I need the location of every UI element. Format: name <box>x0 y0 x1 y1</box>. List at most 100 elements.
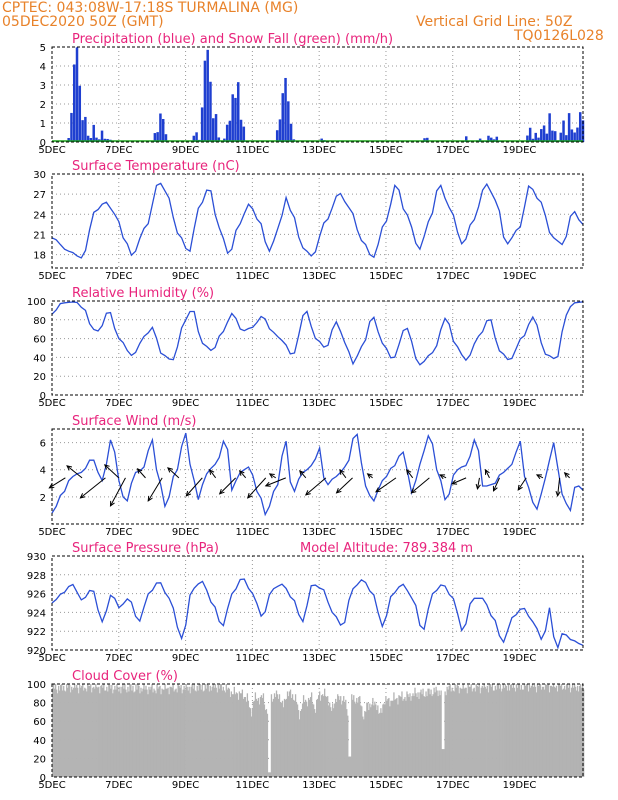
precip-bar <box>542 125 546 142</box>
x-tick-label: 11DEC <box>236 780 270 791</box>
precip-bar <box>551 130 554 142</box>
cloud-bar <box>115 689 117 777</box>
cloud-bar <box>320 700 322 777</box>
cloud-bar <box>540 689 543 777</box>
cloud-bar <box>397 704 399 777</box>
cloud-bar <box>179 687 181 777</box>
cloud-bar <box>70 692 72 777</box>
cloud-bar <box>107 691 109 777</box>
precip-bar <box>281 93 284 142</box>
precip-bar <box>159 113 162 142</box>
wind-vector-head <box>48 483 55 489</box>
precip-bar <box>567 113 571 142</box>
cloud-bar <box>289 689 292 777</box>
cloud-bar <box>148 686 150 777</box>
cloud-bar <box>487 692 489 777</box>
cloud-bar <box>557 684 560 777</box>
cloud-bar <box>288 691 291 777</box>
cloud-bar <box>471 691 473 777</box>
cloud-bar <box>94 688 96 777</box>
x-tick-label: 7DEC <box>105 145 132 156</box>
cloud-bar <box>336 702 338 777</box>
cloud-bar <box>376 710 378 777</box>
cloud-bar <box>502 684 504 777</box>
wind-vector <box>219 477 237 495</box>
cloud-bar <box>385 696 387 777</box>
cloud-bar <box>275 690 278 777</box>
cloud-bar <box>118 691 120 777</box>
cloud-bar <box>302 695 305 777</box>
x-tick-label: 19DEC <box>503 527 537 538</box>
cloud-bar <box>91 692 93 777</box>
cloud-bar <box>541 686 544 777</box>
cloud-bar <box>530 685 533 777</box>
cloud-bar <box>55 684 57 777</box>
x-tick-label: 9DEC <box>172 780 199 791</box>
cloud-bar <box>561 689 564 777</box>
cloud-bar <box>219 684 221 777</box>
cloud-bar <box>333 708 335 777</box>
cloud-bar <box>83 690 85 777</box>
cloud-bar <box>434 692 436 777</box>
precip-bar <box>578 112 582 142</box>
wind-vector <box>476 477 480 489</box>
cloud-bar <box>442 749 444 777</box>
cloud-bar <box>366 702 368 777</box>
cloud-bar <box>574 686 577 777</box>
cloud-bar <box>59 690 61 777</box>
cloud-bar <box>355 703 357 777</box>
cloud-bar <box>124 684 126 777</box>
precip-bar <box>242 126 246 142</box>
precip-bar <box>534 132 537 142</box>
cloud-bar <box>53 684 55 777</box>
cloud-bar <box>57 693 59 777</box>
cloud-bar <box>556 691 559 777</box>
cloud-bar <box>150 686 152 777</box>
cloud-bar <box>431 696 433 777</box>
cloud-bar <box>242 698 245 777</box>
cloud-bar <box>65 691 67 777</box>
cloud-bar <box>225 684 227 777</box>
cloud-bar <box>193 684 195 777</box>
y-tick-label: 20 <box>33 372 46 383</box>
cloud-bar <box>554 687 557 777</box>
cloud-bar <box>64 690 66 777</box>
header-run-time: 05DEC2020 50Z (GMT) <box>2 14 164 30</box>
cloud-bar <box>383 703 385 777</box>
cloud-bar <box>230 691 232 777</box>
y-tick-label: 20 <box>33 754 46 765</box>
cloud-bar <box>566 684 569 777</box>
cloud-bar <box>293 700 296 777</box>
cloud-bar <box>173 691 175 777</box>
cloud-bar <box>306 706 309 777</box>
cloud-bar <box>453 691 455 777</box>
cloud-bar <box>448 685 450 777</box>
cloud-bar <box>203 690 205 777</box>
precip-bar <box>234 97 237 142</box>
header-grid-line: Vertical Grid Line: 50Z <box>416 14 573 30</box>
wind-vector-head <box>299 469 305 476</box>
cloud-bar <box>190 686 192 777</box>
cloud-bar <box>388 697 390 777</box>
wind-vector <box>49 477 66 489</box>
cloud-bar <box>119 686 121 777</box>
cloud-bar <box>328 705 330 777</box>
series-line <box>51 578 584 650</box>
wind-vector <box>406 469 414 479</box>
cloud-bar <box>504 684 507 777</box>
cloud-bar <box>168 694 170 777</box>
x-tick-label: 15DEC <box>369 271 403 282</box>
precip-bar <box>100 130 104 142</box>
cloud-bar <box>189 693 191 777</box>
cloud-bar <box>568 684 571 777</box>
cloud-bar <box>282 707 285 777</box>
panel-title: Precipitation (blue) and Snow Fall (gree… <box>72 32 393 47</box>
cloud-bar <box>517 684 520 777</box>
cloud-bar <box>329 702 331 777</box>
y-tick-label: 100 <box>27 680 46 691</box>
precip-bar <box>192 135 196 142</box>
cloud-bar <box>126 692 128 777</box>
precip-bar <box>84 116 87 142</box>
cloud-bar <box>292 699 295 777</box>
